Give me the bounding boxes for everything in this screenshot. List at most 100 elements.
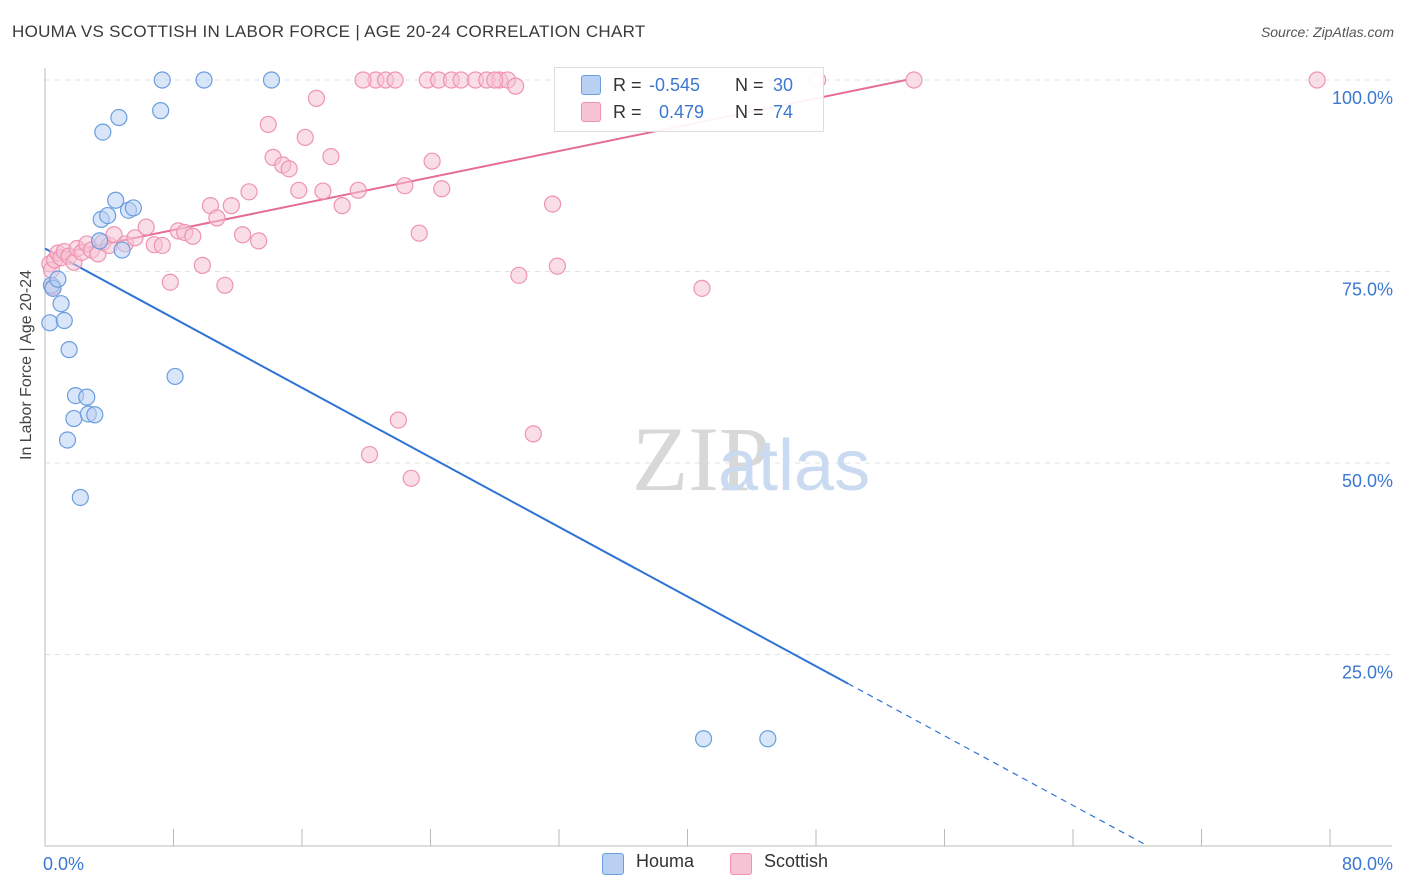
y-tick-label: 100.0% xyxy=(1332,88,1393,108)
scottish-point xyxy=(354,71,372,89)
scottish-point xyxy=(137,218,155,236)
scottish-point xyxy=(307,89,326,107)
scottish-point xyxy=(259,115,277,134)
scottish-point xyxy=(280,160,298,178)
houma-point xyxy=(113,241,131,259)
houma-r-value: -0.545 xyxy=(649,75,701,95)
scottish-point xyxy=(433,180,451,198)
scottish-point xyxy=(486,71,504,89)
scottish-point xyxy=(333,197,351,215)
scottish-point xyxy=(233,226,252,244)
houma-point xyxy=(166,367,184,386)
scottish-point xyxy=(402,469,420,487)
scottish-point xyxy=(153,236,171,255)
watermark-atlas: atlas xyxy=(718,426,870,506)
n-label: N = xyxy=(735,75,764,95)
legend-row-houma: R = -0.545 N = 30 xyxy=(555,75,823,99)
scottish-point xyxy=(389,411,407,429)
scottish-point xyxy=(507,77,525,95)
houma-point xyxy=(262,71,281,89)
scottish-legend-swatch xyxy=(730,853,752,875)
watermark: ZIP atlas xyxy=(632,408,870,510)
scottish-point xyxy=(693,279,711,297)
houma-point xyxy=(91,232,109,250)
houma-point xyxy=(49,270,67,288)
scottish-point xyxy=(510,266,528,284)
axes xyxy=(44,68,1392,847)
scottish-point xyxy=(193,256,212,274)
x-tick-label-max: 80.0% xyxy=(1342,854,1393,874)
houma-legend-label: Houma xyxy=(636,851,695,871)
scottish-point xyxy=(543,195,562,213)
scottish-point xyxy=(222,197,240,215)
y-axis-label: In Labor Force | Age 20-24 xyxy=(18,269,35,460)
houma-point xyxy=(153,71,171,89)
scottish-point xyxy=(1308,71,1326,89)
houma-point xyxy=(195,71,213,89)
legend-row-scottish: R = 0.479 N = 74 xyxy=(555,102,823,126)
houma-point xyxy=(124,199,142,217)
scottish-point xyxy=(184,227,202,245)
scottish-point xyxy=(349,181,367,199)
r-label: R = xyxy=(613,75,642,95)
houma-point xyxy=(78,388,96,406)
houma-point xyxy=(58,431,77,449)
x-tick-labels: 0.0% 80.0% xyxy=(43,854,1393,874)
scottish-point xyxy=(410,224,428,242)
scottish-point xyxy=(396,177,414,195)
scottish-point xyxy=(386,71,404,89)
houma-point xyxy=(52,295,70,313)
houma-point xyxy=(55,311,73,330)
y-tick-label: 25.0% xyxy=(1342,663,1393,683)
scottish-point xyxy=(126,229,144,247)
houma-legend-swatch xyxy=(602,853,624,875)
x-tick-label-min: 0.0% xyxy=(43,854,84,874)
watermark-zip: ZIP xyxy=(632,408,770,510)
scottish-point xyxy=(208,209,226,227)
scottish-swatch xyxy=(581,102,601,122)
scottish-point xyxy=(296,128,314,147)
scottish-point xyxy=(240,183,258,201)
scottish-point xyxy=(524,425,542,443)
houma-point xyxy=(60,341,78,359)
scottish-point xyxy=(290,181,308,199)
scottish-point xyxy=(423,152,441,170)
gridlines xyxy=(45,79,1390,655)
houma-point xyxy=(152,102,170,120)
chart-title: HOUMA VS SCOTTISH IN LABOR FORCE | AGE 2… xyxy=(12,22,646,41)
scottish-point xyxy=(105,226,123,244)
stats-legend: R = -0.545 N = 30 R = 0.479 N = 74 xyxy=(554,67,824,132)
scottish-r-value: 0.479 xyxy=(659,102,705,122)
scottish-point xyxy=(250,232,268,250)
y-tick-label: 75.0% xyxy=(1342,280,1393,300)
houma-point xyxy=(110,108,128,127)
houma-point xyxy=(107,191,125,209)
scottish-point xyxy=(216,276,234,294)
scottish-n-value: 74 xyxy=(773,102,794,122)
r-label: R = xyxy=(613,102,642,122)
n-label: N = xyxy=(735,102,764,122)
scottish-legend-label: Scottish xyxy=(764,851,829,871)
scottish-point xyxy=(161,273,179,291)
houma-point xyxy=(86,406,104,424)
scottish-point xyxy=(905,71,923,89)
data-points xyxy=(41,71,1326,748)
houma-trend-extension xyxy=(847,683,1146,846)
houma-point xyxy=(41,314,59,332)
source-label: Source: ZipAtlas.com xyxy=(1260,24,1394,40)
scottish-point xyxy=(322,148,340,166)
houma-trend-line xyxy=(44,247,849,685)
y-tick-labels: 25.0% 50.0% 75.0% 100.0% xyxy=(1332,88,1393,683)
houma-point xyxy=(99,206,117,225)
houma-point xyxy=(94,123,112,141)
houma-swatch xyxy=(581,75,601,95)
trend-lines xyxy=(44,79,1146,846)
scottish-point xyxy=(360,445,379,464)
houma-point xyxy=(694,730,713,748)
scottish-point xyxy=(452,71,470,89)
houma-point xyxy=(759,730,777,748)
y-tick-label: 50.0% xyxy=(1342,471,1393,491)
houma-point xyxy=(65,409,83,428)
houma-point xyxy=(71,488,89,507)
